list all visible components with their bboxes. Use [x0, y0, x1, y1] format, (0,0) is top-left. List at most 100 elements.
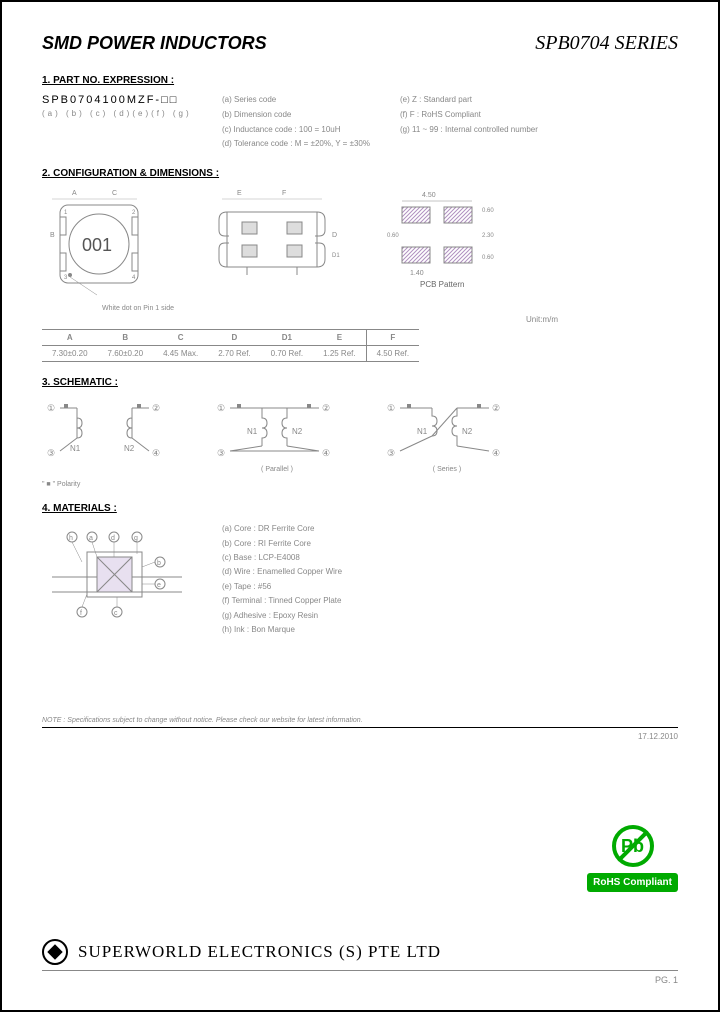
material-d: (d) Wire : Enamelled Copper Wire [222, 565, 342, 579]
datasheet-page: SMD POWER INDUCTORS SPB0704 SERIES 1. PA… [0, 0, 720, 1012]
svg-text:N2: N2 [124, 444, 135, 453]
fig-pcb-pattern: 4.50 1.40 0.60 2.30 0.60 0.60 PCB Patter… [372, 187, 522, 297]
fig-top-view: A C B 001 1 3 2 4 [42, 187, 182, 297]
svg-text:d: d [111, 535, 115, 542]
material-f: (f) Terminal : Tinned Copper Plate [222, 594, 342, 608]
materials-list: (a) Core : DR Ferrite Core (b) Core : RI… [222, 522, 342, 637]
partno-text: SPB0704100MZF-□□ [42, 94, 192, 106]
td-c: 4.45 Max. [153, 346, 208, 362]
company-row: SUPERWORLD ELECTRONICS (S) PTE LTD [42, 939, 678, 971]
pb-free-icon: Pb [612, 825, 654, 867]
rohs-badge: Pb RoHS Compliant [587, 825, 678, 890]
company-name: SUPERWORLD ELECTRONICS (S) PTE LTD [78, 942, 441, 962]
schematic-2: ① ② ③ ④ N1 N2 ( Parallel ) [212, 396, 342, 473]
svg-text:③: ③ [47, 448, 55, 458]
svg-text:g: g [134, 535, 138, 542]
svg-text:f: f [80, 610, 82, 617]
svg-text:③: ③ [217, 448, 225, 458]
schematic-3-caption: ( Series ) [382, 466, 512, 473]
material-g: (g) Adhesive : Epoxy Resin [222, 609, 342, 623]
svg-text:c: c [114, 610, 118, 617]
svg-text:④: ④ [152, 448, 160, 458]
svg-text:D: D [332, 232, 337, 239]
section2-figures: A C B 001 1 3 2 4 E F [42, 187, 678, 297]
th-a: A [42, 330, 98, 346]
pcb-pattern-label: PCB Pattern [420, 280, 464, 289]
svg-text:e: e [157, 582, 161, 589]
legend-g: (g) 11 ~ 99 : Internal controlled number [400, 124, 538, 137]
material-e: (e) Tape : #56 [222, 580, 342, 594]
svg-text:1: 1 [64, 210, 68, 216]
svg-text:④: ④ [322, 448, 330, 458]
th-d1: D1 [261, 330, 313, 346]
td-d1: 0.70 Ref. [261, 346, 313, 362]
svg-text:4: 4 [132, 275, 136, 281]
schematic-1: ① ② ③ ④ N1 N2 [42, 396, 172, 473]
pin1-note: White dot on Pin 1 side [102, 305, 678, 312]
date: 17.12.2010 [42, 732, 678, 741]
svg-text:0.60: 0.60 [482, 255, 494, 261]
svg-text:F: F [282, 190, 286, 197]
partno-legend-mid: (a) Series code (b) Dimension code (c) I… [222, 94, 370, 153]
legend-c: (c) Inductance code : 100 = 10uH [222, 124, 370, 137]
section1-heading: 1. PART NO. EXPRESSION : [42, 75, 678, 86]
svg-text:A: A [72, 190, 77, 197]
section4-heading: 4. MATERIALS : [42, 503, 678, 514]
svg-text:N1: N1 [417, 427, 428, 436]
legend-b: (b) Dimension code [222, 109, 370, 122]
svg-text:E: E [237, 190, 242, 197]
th-c: C [153, 330, 208, 346]
fig-side-view: E F D D1 [207, 187, 347, 297]
section1-body: SPB0704100MZF-□□ (a) (b) (c) (d)(e)(f) (… [42, 94, 678, 153]
svg-text:①: ① [47, 403, 55, 413]
svg-text:3: 3 [64, 275, 68, 281]
th-b: B [98, 330, 154, 346]
svg-text:②: ② [322, 403, 330, 413]
section2-heading: 2. CONFIGURATION & DIMENSIONS : [42, 168, 678, 179]
legend-d: (d) Tolerance code : M = ±20%, Y = ±30% [222, 138, 370, 151]
side-view-svg: E F D D1 [207, 187, 347, 297]
schematic-row: ① ② ③ ④ N1 N2 ① ② ③ ④ [42, 396, 678, 473]
svg-text:④: ④ [492, 448, 500, 458]
td-f: 4.50 Ref. [366, 346, 419, 362]
th-e: E [313, 330, 366, 346]
td-b: 7.60±0.20 [98, 346, 154, 362]
td-d: 2.70 Ref. [208, 346, 260, 362]
schematic-3: ① ② ③ ④ N1 N2 ( Series ) [382, 396, 512, 473]
unit-label: Unit:m/m [42, 315, 558, 324]
section3-heading: 3. SCHEMATIC : [42, 377, 678, 388]
svg-text:b: b [157, 560, 161, 567]
schematic-2-caption: ( Parallel ) [212, 466, 342, 473]
svg-text:N2: N2 [462, 427, 473, 436]
rohs-text: RoHS Compliant [587, 873, 678, 892]
company-logo-icon [42, 939, 68, 965]
svg-text:2.30: 2.30 [482, 233, 494, 239]
svg-text:B: B [50, 232, 55, 239]
th-d: D [208, 330, 260, 346]
section4-body: h a d g b e f c (a) Core : DR Ferrite Co… [42, 522, 678, 637]
title-right: SPB0704 SERIES [535, 32, 678, 55]
footer: SUPERWORLD ELECTRONICS (S) PTE LTD PG. 1 [42, 939, 678, 985]
svg-text:N1: N1 [70, 444, 81, 453]
polarity-note: " ■ " Polarity [42, 481, 678, 488]
legend-f: (f) F : RoHS Compliant [400, 109, 538, 122]
title-left: SMD POWER INDUCTORS [42, 33, 267, 54]
partno-block: SPB0704100MZF-□□ (a) (b) (c) (d)(e)(f) (… [42, 94, 192, 153]
table-row: 7.30±0.20 7.60±0.20 4.45 Max. 2.70 Ref. … [42, 346, 419, 362]
svg-text:2: 2 [132, 210, 136, 216]
svg-text:0.60: 0.60 [482, 208, 494, 214]
footnote: NOTE : Specifications subject to change … [42, 717, 678, 728]
svg-text:0.60: 0.60 [387, 233, 399, 239]
svg-text:②: ② [152, 403, 160, 413]
header: SMD POWER INDUCTORS SPB0704 SERIES [42, 32, 678, 55]
svg-text:①: ① [217, 403, 225, 413]
material-c: (c) Base : LCP-E4008 [222, 551, 342, 565]
td-a: 7.30±0.20 [42, 346, 98, 362]
material-b: (b) Core : RI Ferrite Core [222, 537, 342, 551]
pcb-pattern-svg: 4.50 1.40 0.60 2.30 0.60 0.60 PCB Patter… [372, 187, 522, 297]
svg-text:4.50: 4.50 [422, 192, 436, 199]
partno-labels: (a) (b) (c) (d)(e)(f) (g) [42, 109, 192, 118]
materials-figure: h a d g b e f c [42, 522, 192, 622]
svg-text:a: a [89, 535, 93, 542]
dimensions-table: A B C D D1 E F 7.30±0.20 7.60±0.20 4.45 … [42, 329, 419, 362]
